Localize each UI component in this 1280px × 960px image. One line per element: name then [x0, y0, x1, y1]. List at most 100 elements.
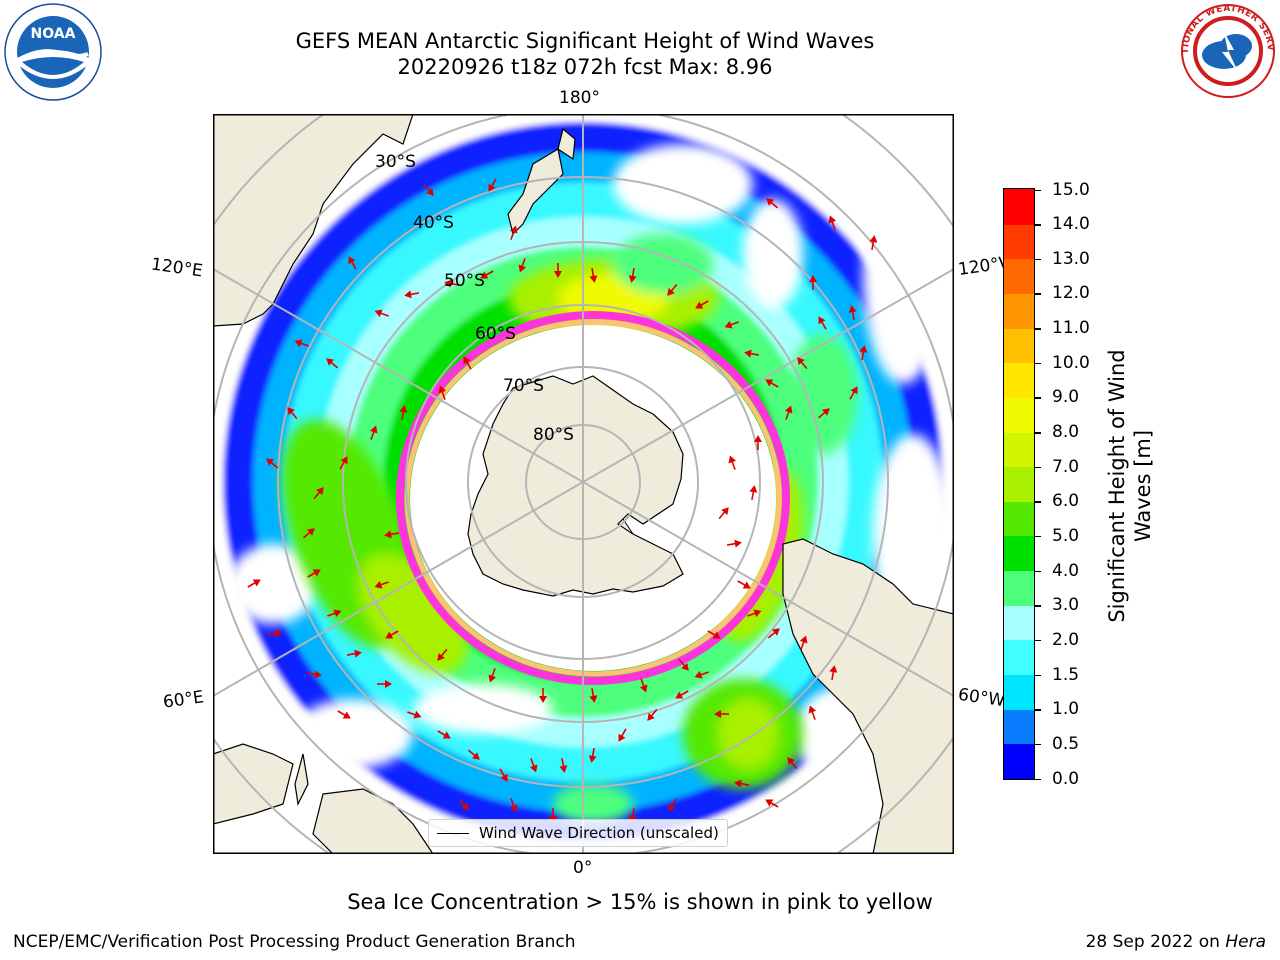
lat-label-40s: 40°S: [413, 213, 454, 233]
direction-arrow: [799, 635, 808, 650]
colorbar-segment: [1004, 258, 1034, 294]
colorbar-tick-label: 10.0: [1052, 352, 1090, 373]
colorbar-tick-label: 13.0: [1052, 248, 1090, 269]
direction-arrow: [306, 670, 322, 679]
direction-arrow: [294, 339, 309, 348]
direction-arrow: [374, 309, 389, 318]
direction-arrow: [588, 747, 597, 763]
direction-arrow: [734, 779, 750, 788]
direction-arrow: [437, 730, 451, 739]
colorbar-segment: [1004, 362, 1034, 398]
direction-arrow: [809, 275, 817, 290]
nws-logo: NATIONAL WEATHER SERVICE: [1178, 2, 1275, 98]
direction-arrow: [509, 798, 518, 813]
direction-arrow: [307, 569, 321, 578]
direction-arrow: [744, 349, 760, 358]
colorbar-segment: [1004, 674, 1034, 710]
lon-label-60e: 60°E: [161, 687, 206, 713]
lat-label-30s: 30°S: [375, 152, 416, 172]
direction-arrow: [849, 386, 858, 400]
direction-arrow: [339, 456, 348, 470]
lon-label-0: 0°: [573, 858, 593, 878]
footer-producer: NCEP/EMC/Verification Post Processing Pr…: [13, 932, 576, 952]
direction-arrow: [384, 530, 400, 539]
polar-map: 180° 120°E 120°W 60°E 60°W 0° 30°S 40°S …: [150, 88, 1017, 878]
colorbar-label-line1: Significant Height of Wind: [1105, 349, 1129, 623]
colorbar-tick-label: 9.0: [1052, 387, 1080, 408]
direction-arrow: [247, 579, 261, 588]
colorbar-tick-label: 0.0: [1052, 768, 1080, 789]
chart-subtitle: 20220926 t18z 072h fcst Max: 8.96: [397, 55, 773, 79]
direction-arrow: [589, 267, 598, 283]
direction-arrow: [509, 225, 518, 240]
direction-arrow: [467, 749, 480, 760]
direction-arrow: [808, 705, 817, 720]
direction-arrow: [726, 539, 742, 548]
sea-ice-note: Sea Ice Concentration > 15% is shown in …: [347, 890, 933, 914]
colorbar-segment: [1004, 535, 1034, 572]
direction-arrow: [488, 668, 497, 683]
direction-arrow: [728, 455, 737, 470]
colorbar-segment: [1004, 605, 1034, 641]
colorbar-tickmark: [1035, 639, 1041, 642]
direction-arrow: [784, 405, 793, 420]
direction-arrow: [374, 580, 389, 589]
direction-arrow: [287, 407, 298, 420]
colorbar-tickmark: [1035, 362, 1041, 365]
colorbar-segment: [1004, 293, 1034, 329]
colorbar-tickmark: [1035, 743, 1041, 746]
sea-ice-edge: [396, 311, 790, 685]
direction-arrow: [678, 658, 689, 671]
direction-arrow: [266, 458, 279, 469]
colorbar-label-line2: Waves [m]: [1131, 429, 1155, 543]
colorbar-tickmark: [1035, 432, 1041, 434]
colorbar-tickmark: [1035, 258, 1041, 261]
graticule: [213, 114, 954, 854]
direction-arrow: [675, 690, 689, 699]
chart-title: GEFS MEAN Antarctic Significant Height o…: [295, 29, 875, 53]
lat-label-60s: 60°S: [475, 324, 516, 344]
colorbar-tickmark: [1035, 674, 1041, 677]
colorbar-tickmark: [1035, 605, 1041, 607]
colorbar: [1003, 188, 1035, 780]
colorbar-tick-label: 1.5: [1052, 664, 1080, 685]
colorbar-tick-label: 14.0: [1052, 214, 1090, 235]
direction-arrow: [337, 710, 351, 719]
colorbar-tickmark: [1035, 709, 1041, 711]
colorbar-tick-label: 7.0: [1052, 456, 1080, 477]
colorbar-tickmark: [1035, 778, 1041, 780]
direction-arrow: [618, 728, 627, 742]
direction-arrow: [369, 425, 378, 440]
colorbar-segment: [1004, 709, 1034, 745]
colorbar-tick-label: 0.5: [1052, 733, 1080, 754]
direction-arrow: [313, 487, 324, 500]
lon-label-120e: 120°E: [149, 254, 204, 282]
direction-arrow: [539, 688, 547, 703]
colorbar-segment: [1004, 397, 1034, 433]
direction-arrow: [714, 710, 729, 718]
colorbar-tick-label: 15.0: [1052, 179, 1090, 200]
direction-arrow: [302, 528, 315, 539]
colorbar-tick-label: 2.0: [1052, 629, 1080, 650]
direction-arrow: [399, 405, 408, 421]
direction-arrow: [438, 385, 447, 400]
colorbar-segment: [1004, 328, 1034, 364]
lon-label-60w: 60°W: [956, 684, 1007, 712]
colorbar-tickmark: [1035, 570, 1041, 573]
direction-arrow: [518, 258, 527, 273]
direction-arrow: [724, 320, 739, 329]
direction-arrow: [859, 345, 868, 361]
direction-arrow: [766, 198, 779, 209]
colorbar-segment: [1004, 639, 1034, 676]
colorbar-segment: [1004, 431, 1034, 468]
direction-arrow: [529, 758, 538, 773]
colorbar-tickmark: [1035, 224, 1041, 226]
legend-label: Wind Wave Direction (unscaled): [479, 824, 719, 842]
direction-arrow: [437, 648, 448, 661]
direction-arrow: [589, 687, 598, 703]
direction-arrow: [747, 609, 762, 618]
direction-arrow: [668, 798, 677, 812]
direction-arrow: [385, 630, 399, 639]
direction-arrow: [765, 799, 779, 808]
direction-arrow: [444, 279, 460, 288]
